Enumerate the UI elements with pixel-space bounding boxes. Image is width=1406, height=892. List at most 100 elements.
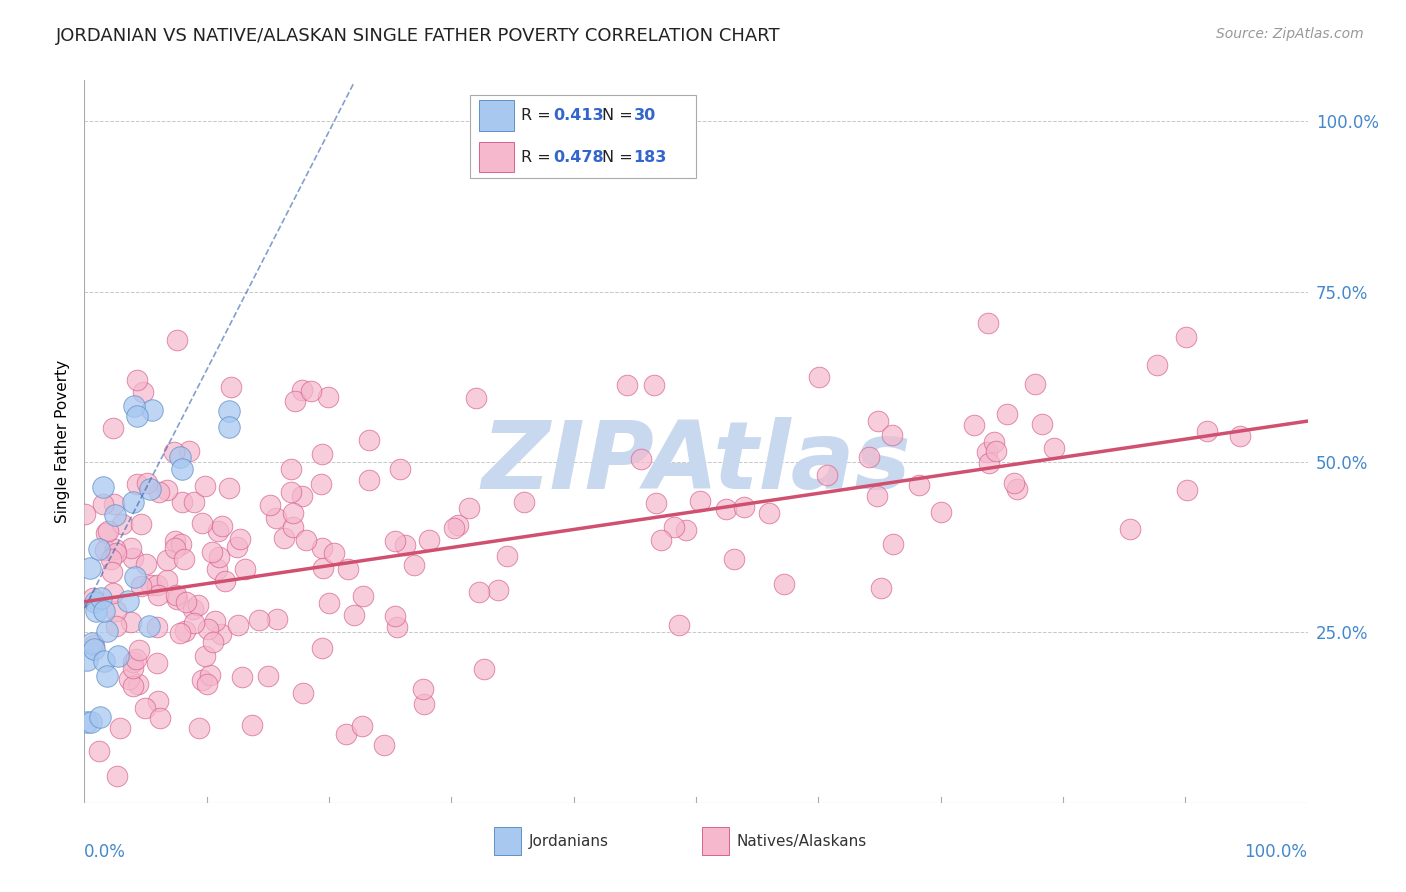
Point: [291, 384, 314, 398]
Point: [977, 316, 1000, 330]
Point: [240, 718, 263, 732]
Point: [1043, 441, 1066, 455]
Text: 0.413: 0.413: [553, 108, 603, 123]
Text: JORDANIAN VS NATIVE/ALASKAN SINGLE FATHER POVERTY CORRELATION CHART: JORDANIAN VS NATIVE/ALASKAN SINGLE FATHE…: [56, 27, 780, 45]
Point: [124, 570, 146, 584]
Point: [650, 533, 672, 548]
Point: [337, 562, 360, 576]
Point: [149, 711, 172, 725]
Point: [312, 560, 335, 574]
Point: [468, 585, 491, 599]
Point: [170, 461, 193, 475]
Point: [394, 538, 416, 552]
Point: [101, 565, 124, 579]
Point: [291, 685, 314, 699]
Point: [194, 479, 217, 493]
Point: [443, 521, 465, 535]
Point: [773, 577, 796, 591]
Point: [197, 622, 219, 636]
Point: [135, 475, 157, 490]
Point: [166, 588, 188, 602]
Point: [118, 672, 141, 686]
Point: [108, 721, 131, 735]
Point: [127, 476, 149, 491]
Point: [173, 552, 195, 566]
Point: [105, 769, 128, 783]
Point: [174, 595, 197, 609]
Text: R =: R =: [522, 108, 555, 123]
Point: [169, 626, 191, 640]
Point: [908, 478, 931, 492]
Point: [89, 709, 111, 723]
Point: [138, 619, 160, 633]
Point: [218, 481, 240, 495]
Point: [869, 581, 891, 595]
Text: Natives/Alaskans: Natives/Alaskans: [737, 834, 866, 848]
Point: [204, 614, 226, 628]
Point: [141, 578, 163, 592]
Point: [163, 445, 186, 459]
Point: [166, 333, 188, 347]
Point: [866, 414, 889, 428]
Point: [173, 624, 195, 638]
Point: [84, 595, 107, 609]
Text: N =: N =: [602, 108, 638, 123]
Point: [281, 506, 304, 520]
Point: [121, 679, 143, 693]
Point: [284, 394, 307, 409]
Point: [107, 649, 129, 664]
Point: [464, 391, 486, 405]
Point: [1005, 482, 1028, 496]
Point: [359, 434, 381, 448]
Point: [309, 477, 332, 491]
Point: [156, 573, 179, 587]
FancyBboxPatch shape: [479, 100, 513, 130]
Point: [129, 516, 152, 531]
Point: [122, 655, 145, 669]
Point: [1002, 476, 1025, 491]
Point: [486, 582, 509, 597]
Point: [290, 490, 312, 504]
Point: [977, 456, 1000, 470]
Point: [122, 494, 145, 508]
Point: [73, 507, 96, 521]
Point: [983, 435, 1005, 450]
Point: [218, 420, 240, 434]
Point: [91, 480, 114, 494]
Point: [211, 519, 233, 533]
Point: [117, 593, 139, 607]
Point: [201, 545, 224, 559]
Point: [82, 591, 104, 605]
Point: [723, 552, 745, 566]
Point: [256, 669, 278, 683]
Point: [1146, 359, 1168, 373]
Point: [412, 681, 434, 696]
Point: [127, 677, 149, 691]
Text: 0.478: 0.478: [553, 150, 603, 164]
Point: [412, 698, 434, 712]
Point: [146, 694, 169, 708]
Point: [474, 662, 496, 676]
Point: [125, 373, 148, 387]
Point: [134, 701, 156, 715]
Point: [166, 592, 188, 607]
Text: 0.0%: 0.0%: [84, 843, 127, 861]
Point: [214, 574, 236, 589]
Point: [418, 533, 440, 548]
Text: 30: 30: [634, 108, 655, 123]
FancyBboxPatch shape: [470, 95, 696, 178]
Point: [266, 611, 288, 625]
Point: [280, 462, 302, 476]
Bar: [702, 828, 728, 855]
Y-axis label: Single Father Poverty: Single Father Poverty: [55, 360, 70, 523]
Point: [165, 541, 187, 555]
Point: [247, 613, 270, 627]
Point: [229, 532, 252, 546]
Point: [373, 738, 395, 752]
Point: [389, 462, 412, 476]
Point: [295, 533, 318, 547]
Point: [643, 377, 665, 392]
Text: Jordanians: Jordanians: [529, 834, 609, 848]
Point: [352, 719, 374, 733]
Point: [170, 495, 193, 509]
